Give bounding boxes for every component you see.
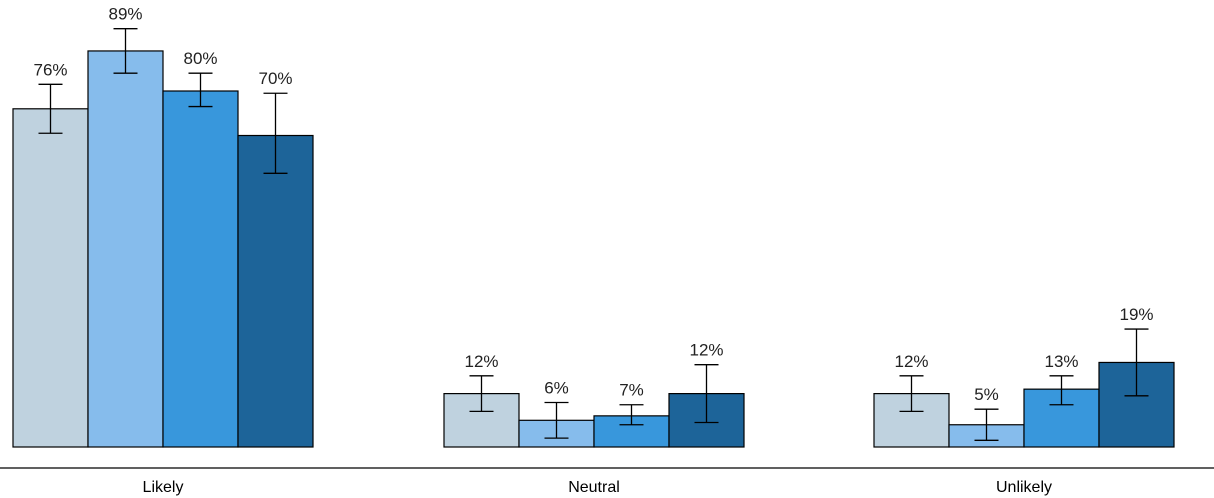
error-bar-neutral-4 [694,364,719,424]
category-labels-layer: Likely Neutral Unlikely [143,479,1052,496]
category-label-likely: Likely [143,479,184,496]
bar-likely-1 [12,108,89,448]
bar-unlikely-1 [873,393,950,448]
value-label-likely-3: 80% [183,49,217,68]
error-bar-neutral-1 [469,375,494,413]
value-label-unlikely-1: 12% [894,352,928,371]
error-bar-unlikely-1 [899,375,924,413]
bar-likely-2 [87,50,164,448]
value-label-unlikely-2: 5% [974,385,999,404]
category-label-neutral: Neutral [568,479,620,496]
error-bar-unlikely-3 [1049,375,1074,406]
error-bars-layer [38,28,1149,441]
value-label-likely-4: 70% [258,69,292,88]
error-bar-neutral-2 [544,401,569,439]
category-label-unlikely: Unlikely [996,479,1052,496]
error-bar-unlikely-4 [1124,328,1149,397]
value-label-neutral-4: 12% [689,341,723,360]
error-bar-unlikely-2 [974,408,999,441]
value-label-neutral-3: 7% [619,381,644,400]
error-bar-likely-1 [38,83,63,134]
bar-unlikely-3 [1023,388,1100,448]
error-bar-likely-2 [113,28,138,74]
value-label-unlikely-3: 13% [1044,352,1078,371]
value-label-neutral-1: 12% [464,352,498,371]
bar-likely-3 [162,90,239,448]
value-label-neutral-2: 6% [544,379,569,398]
error-bar-likely-4 [263,92,288,174]
error-bar-likely-3 [188,72,213,108]
value-label-likely-2: 89% [108,5,142,24]
value-label-unlikely-4: 19% [1119,305,1153,324]
value-labels-layer: 76% 89% 80% 70% 12% 6% 7% 12% 12% 5% 13% 19% [33,5,1153,404]
bars-layer [12,50,1175,448]
bar-likely-4 [237,134,314,448]
value-label-likely-1: 76% [33,60,67,79]
error-bar-neutral-3 [619,404,644,426]
